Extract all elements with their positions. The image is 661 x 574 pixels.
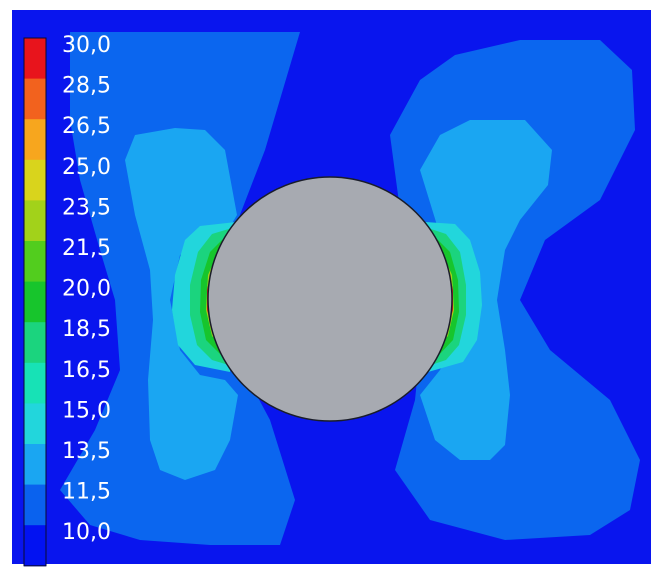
legend-label: 30,0 — [62, 33, 111, 58]
legend-swatch — [24, 322, 46, 364]
contour-left-mid — [125, 128, 238, 480]
legend-label: 21,5 — [62, 236, 111, 261]
legend-label: 28,5 — [62, 74, 111, 99]
legend-label: 20,0 — [62, 277, 111, 302]
legend-label: 16,5 — [62, 358, 111, 383]
legend-swatch — [24, 403, 46, 445]
legend-label: 11,5 — [62, 480, 111, 505]
legend-label: 13,5 — [62, 439, 111, 464]
legend-swatch — [24, 78, 46, 120]
color-legend: 30,0 28,5 26,5 25,0 23,5 21,5 20,0 18,5 16,5 15,0… — [23, 33, 111, 567]
legend-swatch — [24, 525, 46, 567]
legend-swatch — [24, 38, 46, 80]
legend-swatch — [24, 159, 46, 201]
legend-label: 18,5 — [62, 317, 111, 342]
legend-swatch — [24, 444, 46, 486]
legend-label: 15,0 — [62, 398, 111, 423]
legend-label: 23,5 — [62, 195, 111, 220]
legend-swatch — [24, 362, 46, 404]
contour-right-mid — [420, 120, 552, 460]
legend-swatch — [24, 281, 46, 323]
legend-swatch — [24, 200, 46, 242]
legend-border — [23, 37, 47, 567]
legend-label: 10,0 — [62, 520, 111, 545]
legend-swatch — [24, 241, 46, 283]
legend-swatch — [24, 484, 46, 526]
legend-swatch — [24, 119, 46, 161]
circular-inclusion — [207, 176, 453, 422]
legend-label: 26,5 — [62, 114, 111, 139]
legend-label: 25,0 — [62, 155, 111, 180]
